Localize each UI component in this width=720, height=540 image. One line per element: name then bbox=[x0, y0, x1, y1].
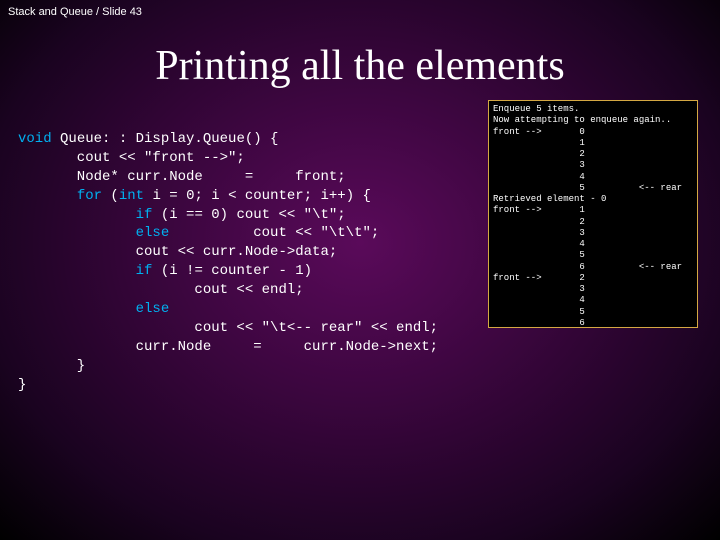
keyword-void: void bbox=[18, 131, 52, 147]
code-text: Node* curr.Node = front; bbox=[18, 169, 346, 185]
code-text: cout << "front -->"; bbox=[18, 150, 245, 166]
code-text: cout << curr.Node->data; bbox=[18, 244, 337, 260]
code-text: curr.Node = curr.Node->next; bbox=[18, 339, 438, 355]
code-text bbox=[18, 188, 77, 204]
slide-title: Printing all the elements bbox=[0, 42, 720, 90]
keyword-if: if bbox=[136, 263, 153, 279]
code-text: } bbox=[18, 377, 26, 393]
console-output: Enqueue 5 items. Now attempting to enque… bbox=[488, 100, 698, 328]
content-area: Enqueue 5 items. Now attempting to enque… bbox=[0, 130, 720, 394]
slide-header: Stack and Queue / Slide 43 bbox=[0, 0, 720, 24]
keyword-for: for bbox=[77, 188, 102, 204]
code-text: cout << "\t\t"; bbox=[169, 225, 379, 241]
code-text bbox=[18, 225, 136, 241]
code-text: (i == 0) cout << "\t"; bbox=[152, 207, 345, 223]
code-text bbox=[18, 301, 136, 317]
code-text: Queue: : Display.Queue() { bbox=[52, 131, 279, 147]
code-text bbox=[18, 263, 136, 279]
keyword-if: if bbox=[136, 207, 153, 223]
code-text: cout << endl; bbox=[18, 282, 304, 298]
keyword-else: else bbox=[136, 225, 170, 241]
code-text: (i != counter - 1) bbox=[152, 263, 312, 279]
code-text: i = 0; i < counter; i++) { bbox=[144, 188, 371, 204]
code-text: } bbox=[18, 358, 85, 374]
keyword-int: int bbox=[119, 188, 144, 204]
code-text: cout << "\t<-- rear" << endl; bbox=[18, 320, 438, 336]
code-text bbox=[18, 207, 136, 223]
keyword-else: else bbox=[136, 301, 170, 317]
code-text: ( bbox=[102, 188, 119, 204]
